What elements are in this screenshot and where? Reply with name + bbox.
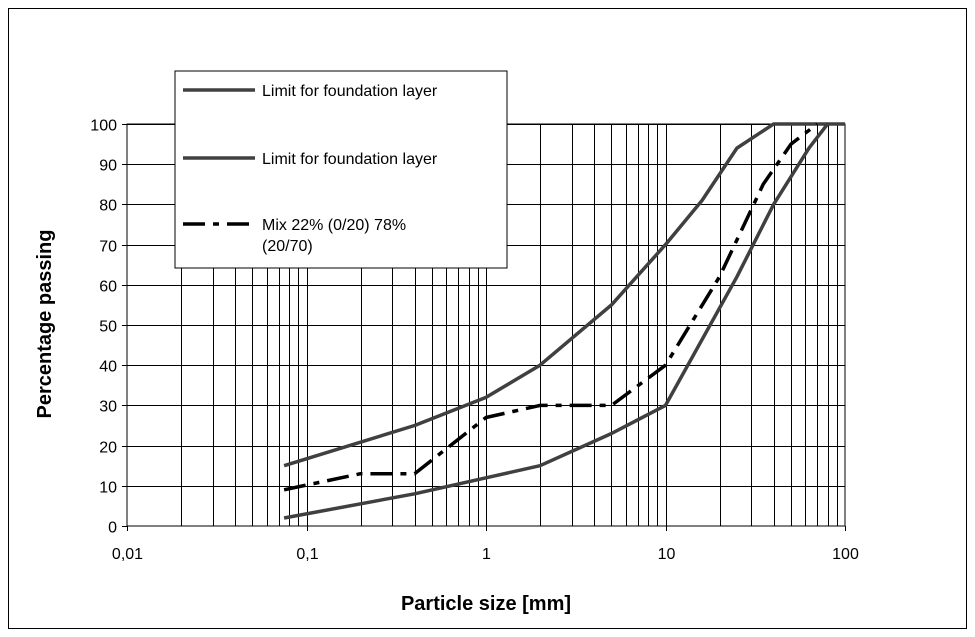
y-tick-label-1: 10 <box>99 480 117 497</box>
y-tick-label-9: 90 <box>99 158 117 175</box>
y-axis-title: Percentage passing <box>34 230 56 419</box>
legend-box <box>174 70 508 269</box>
axis-ticks: 0 10 20 30 40 50 60 70 80 90 100 0,01 0,1 1 10 100 <box>90 118 859 564</box>
series-line-upper-limit <box>283 122 828 468</box>
legend-label-mix: Mix 22% (0/20) 78% (20/70) <box>262 217 411 255</box>
y-tick-label-7: 70 <box>99 239 117 256</box>
x-tick-label-1: 0,1 <box>296 546 318 563</box>
x-axis-title: Particle size [mm] <box>401 593 571 615</box>
legend: Limit for foundation layer Limit for fou… <box>174 70 508 269</box>
legend-label-mix-line-1: Mix 22% (0/20) 78% <box>262 217 406 234</box>
legend-label-upper-limit: Limit for foundation layer <box>262 83 438 100</box>
series-line-lower-limit <box>283 122 845 520</box>
y-tick-label-6: 60 <box>99 279 117 296</box>
legend-label-mix-line-2: (20/70) <box>262 238 313 255</box>
x-tick-label-0: 0,01 <box>112 546 143 563</box>
y-tick-label-3: 30 <box>99 399 117 416</box>
y-tick-label-8: 80 <box>99 198 117 215</box>
x-tick-label-4: 100 <box>832 546 859 563</box>
legend-label-lower-limit: Limit for foundation layer <box>262 151 438 168</box>
series <box>283 122 845 520</box>
x-tick-label-2: 1 <box>482 546 491 563</box>
y-tick-label-2: 20 <box>99 440 117 457</box>
y-tick-label-4: 40 <box>99 359 117 376</box>
y-tick-label-0: 0 <box>108 520 117 537</box>
y-tick-label-5: 50 <box>99 319 117 336</box>
y-tick-label-10: 100 <box>90 118 117 135</box>
x-tick-label-3: 10 <box>658 546 676 563</box>
